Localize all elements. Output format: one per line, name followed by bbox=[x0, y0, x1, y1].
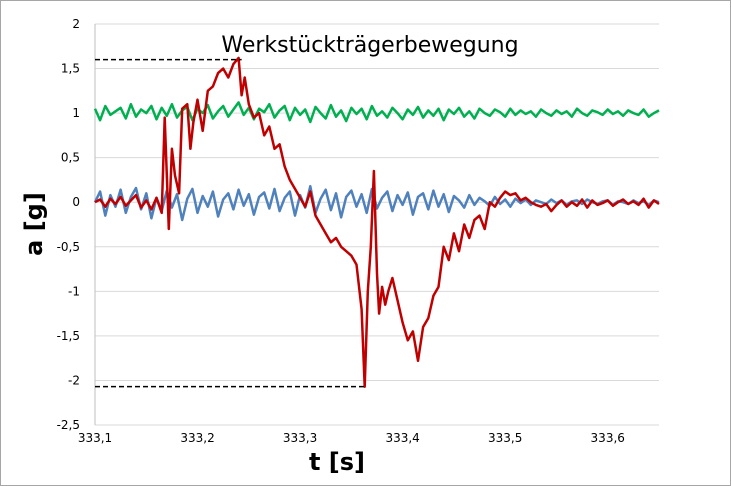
y-tick-label: -0,5 bbox=[57, 240, 80, 254]
y-tick-label: 0,5 bbox=[61, 151, 80, 165]
y-tick-label: 1 bbox=[72, 106, 80, 120]
y-tick-label: -1,5 bbox=[57, 329, 80, 343]
x-axis-ticks: 333,1 333,2 333,3 333,4 333,5 333,6 bbox=[78, 431, 625, 445]
x-tick-label: 333,4 bbox=[385, 431, 419, 445]
y-tick-label: 1,5 bbox=[61, 62, 80, 76]
x-tick-label: 333,3 bbox=[283, 431, 317, 445]
y-axis-ticks: 2 1,5 1 0,5 0 -0,5 -1 -1,5 -2 -2,5 bbox=[57, 17, 80, 432]
x-tick-label: 333,5 bbox=[488, 431, 522, 445]
series-group bbox=[93, 56, 660, 388]
y-axis-label: a [g] bbox=[20, 192, 48, 256]
series-line-3 bbox=[94, 56, 660, 388]
y-tick-label: 2 bbox=[72, 17, 80, 31]
x-tick-label: 333,2 bbox=[180, 431, 214, 445]
x-tick-label: 333,1 bbox=[78, 431, 112, 445]
chart-title: Werkstückträgerbewegung bbox=[221, 33, 518, 58]
y-tick-label: -2,5 bbox=[57, 418, 80, 432]
y-tick-label: 0 bbox=[72, 195, 80, 209]
x-tick-label: 333,6 bbox=[591, 431, 625, 445]
x-axis-label: t [s] bbox=[309, 448, 365, 476]
y-tick-label: -1 bbox=[68, 284, 80, 298]
y-tick-label: -2 bbox=[68, 373, 80, 387]
annotations bbox=[95, 58, 365, 388]
